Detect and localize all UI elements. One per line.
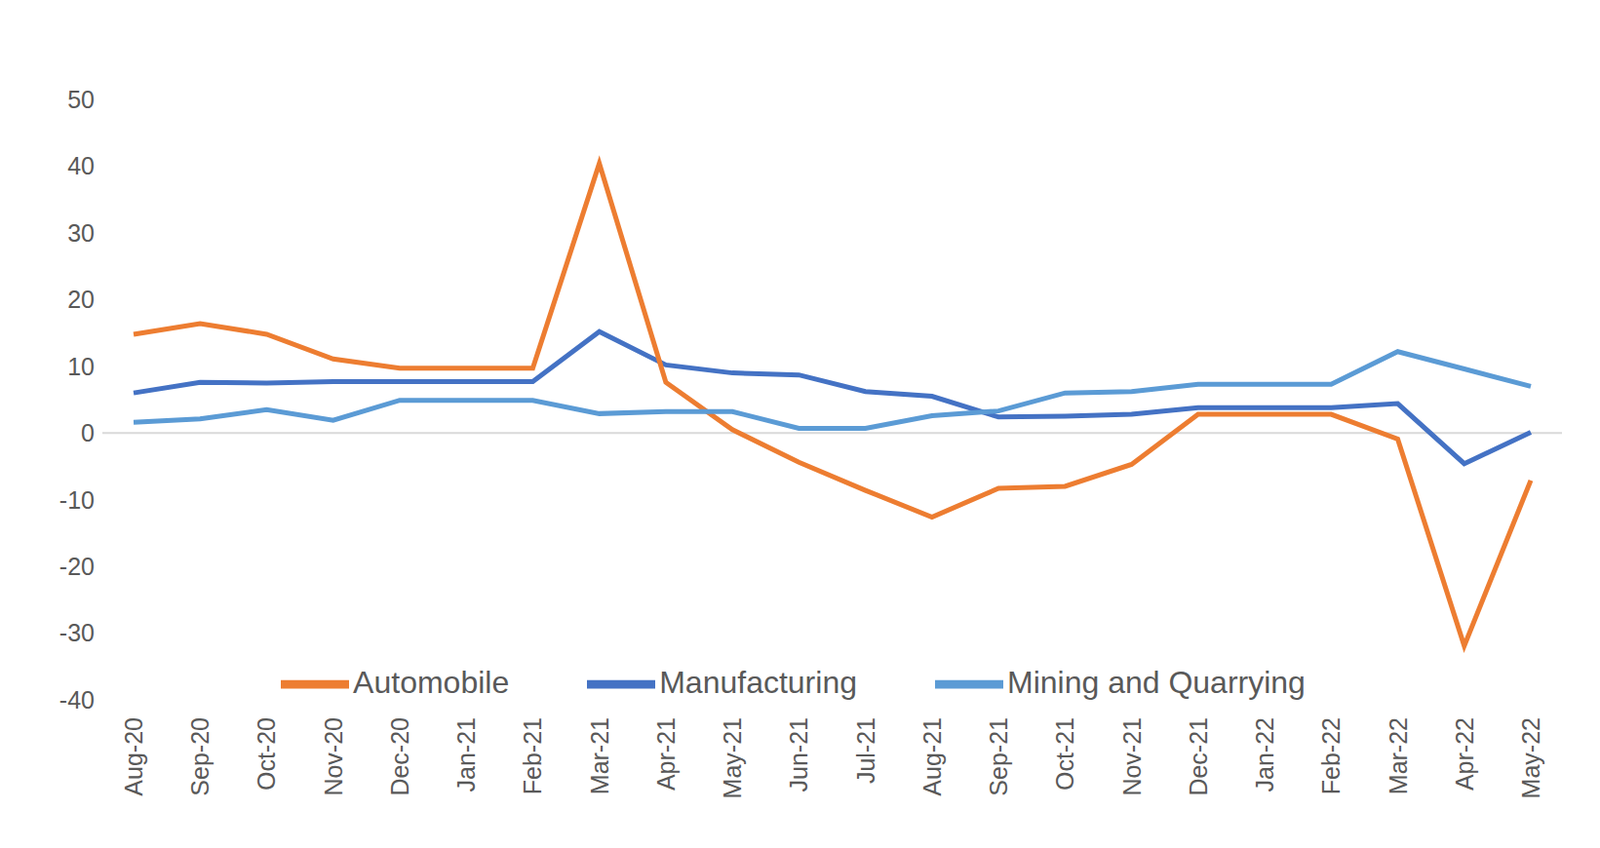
svg-text:30: 30 xyxy=(67,219,95,247)
html-text:Automobile: Automobile xyxy=(353,664,510,700)
html-text:Mining and Quarrying: Mining and Quarrying xyxy=(1007,664,1306,700)
svg-text:Dec-21: Dec-21 xyxy=(1184,717,1212,797)
svg-text:Sep-21: Sep-21 xyxy=(984,717,1013,797)
svg-text:Aug-21: Aug-21 xyxy=(918,717,946,797)
svg-text:-20: -20 xyxy=(59,552,95,581)
svg-text:Oct-21: Oct-21 xyxy=(1051,717,1079,791)
svg-text:Mar-22: Mar-22 xyxy=(1384,717,1412,795)
svg-text:Feb-21: Feb-21 xyxy=(518,717,547,795)
svg-text:20: 20 xyxy=(67,285,95,313)
svg-text:Aug-20: Aug-20 xyxy=(119,717,148,797)
svg-text:Jul-21: Jul-21 xyxy=(852,717,880,784)
svg-text:Jun-21: Jun-21 xyxy=(784,717,813,792)
svg-text:May-21: May-21 xyxy=(718,717,746,799)
svg-text:-30: -30 xyxy=(59,619,95,647)
svg-text:May-22: May-22 xyxy=(1517,717,1545,799)
svg-text:50: 50 xyxy=(67,85,95,114)
svg-text:Sep-20: Sep-20 xyxy=(186,717,214,797)
svg-text:10: 10 xyxy=(67,352,95,381)
svg-text:Feb-22: Feb-22 xyxy=(1317,717,1345,795)
svg-text:Apr-22: Apr-22 xyxy=(1450,717,1479,791)
svg-text:Oct-20: Oct-20 xyxy=(252,717,280,791)
svg-text:40: 40 xyxy=(67,152,95,180)
svg-text:-10: -10 xyxy=(59,486,95,514)
svg-text:Jan-21: Jan-21 xyxy=(452,717,480,792)
html-text:Manufacturing: Manufacturing xyxy=(659,664,858,700)
svg-text:Dec-20: Dec-20 xyxy=(386,717,414,797)
svg-text:Apr-21: Apr-21 xyxy=(652,717,680,791)
svg-text:Nov-21: Nov-21 xyxy=(1118,717,1146,797)
svg-text:-40: -40 xyxy=(59,686,95,714)
svg-text:Nov-20: Nov-20 xyxy=(319,717,348,797)
svg-text:Mar-21: Mar-21 xyxy=(585,717,614,795)
svg-text:0: 0 xyxy=(80,419,95,447)
svg-text:Jan-22: Jan-22 xyxy=(1250,717,1279,792)
